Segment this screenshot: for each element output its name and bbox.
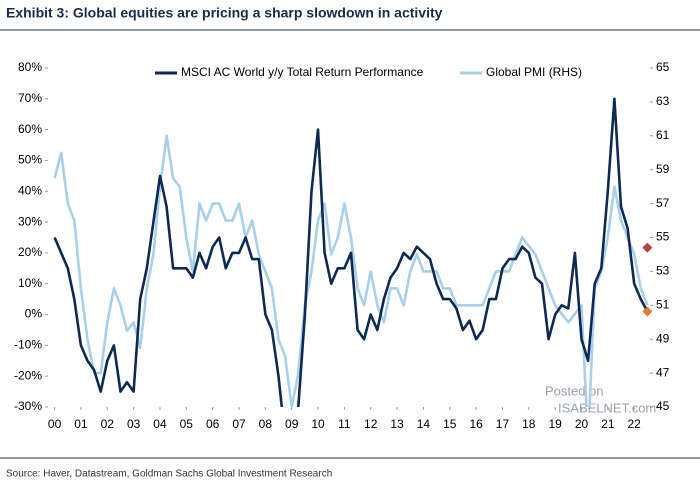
x-tick-label: 16 <box>469 417 483 431</box>
y-tick-label: 70% <box>18 91 42 105</box>
series-line <box>53 97 649 407</box>
y-tick-label: -20% <box>14 368 42 382</box>
x-tick-label: 08 <box>259 417 273 431</box>
y-tick-label: 10% <box>18 276 42 290</box>
legend-label: MSCI AC World y/y Total Return Performan… <box>181 65 424 79</box>
y2-tick-label: 53 <box>656 264 670 278</box>
y-tick-label: 60% <box>18 122 42 136</box>
y2-tick-label: 45 <box>656 399 670 413</box>
y-tick-label: 80% <box>18 60 42 74</box>
point-marker <box>642 242 653 253</box>
x-tick-label: 00 <box>48 417 62 431</box>
x-tick-label: 03 <box>127 417 141 431</box>
series-line <box>53 134 649 407</box>
x-tick-label: 19 <box>548 417 562 431</box>
y2-tick-label: 51 <box>656 297 670 311</box>
x-tick-label: 22 <box>628 417 642 431</box>
y2-tick-label: 61 <box>656 128 670 142</box>
y2-tick-label: 49 <box>656 331 670 345</box>
x-tick-label: 09 <box>285 417 299 431</box>
x-tick-label: 02 <box>101 417 115 431</box>
y-tick-label: 0% <box>25 307 43 321</box>
x-tick-label: 06 <box>206 417 220 431</box>
y2-tick-label: 57 <box>656 196 670 210</box>
x-tick-label: 05 <box>180 417 194 431</box>
y-tick-label: -30% <box>14 399 42 413</box>
x-tick-label: 04 <box>153 417 167 431</box>
x-tick-label: 11 <box>338 417 351 431</box>
x-tick-label: 12 <box>364 417 378 431</box>
y2-tick-label: 65 <box>656 60 670 74</box>
y-tick-label: -10% <box>14 338 42 352</box>
y-tick-label: 50% <box>18 153 42 167</box>
y2-tick-label: 63 <box>656 94 670 108</box>
chart-title: Exhibit 3: Global equities are pricing a… <box>6 5 443 21</box>
x-tick-label: 10 <box>311 417 325 431</box>
point-marker <box>642 306 653 317</box>
y-tick-label: 30% <box>18 214 42 228</box>
x-tick-label: 18 <box>522 417 536 431</box>
x-tick-label: 15 <box>443 417 457 431</box>
plot-area <box>53 97 649 407</box>
x-tick-label: 21 <box>601 417 615 431</box>
watermark: ISABELNET.com <box>558 400 656 415</box>
x-tick-label: 17 <box>496 417 510 431</box>
x-tick-label: 20 <box>575 417 589 431</box>
source: Source: Haver, Datastream, Goldman Sachs… <box>6 469 332 480</box>
x-tick-label: 01 <box>74 417 88 431</box>
y2-tick-label: 59 <box>656 162 670 176</box>
y2-tick-label: 55 <box>656 230 670 244</box>
legend-label: Global PMI (RHS) <box>486 65 582 79</box>
x-tick-label: 07 <box>232 417 246 431</box>
watermark: Posted on <box>545 383 604 398</box>
y-tick-label: 40% <box>18 183 42 197</box>
x-tick-label: 13 <box>390 417 404 431</box>
x-tick-label: 14 <box>417 417 431 431</box>
y-tick-label: 20% <box>18 245 42 259</box>
y2-tick-label: 47 <box>656 365 670 379</box>
